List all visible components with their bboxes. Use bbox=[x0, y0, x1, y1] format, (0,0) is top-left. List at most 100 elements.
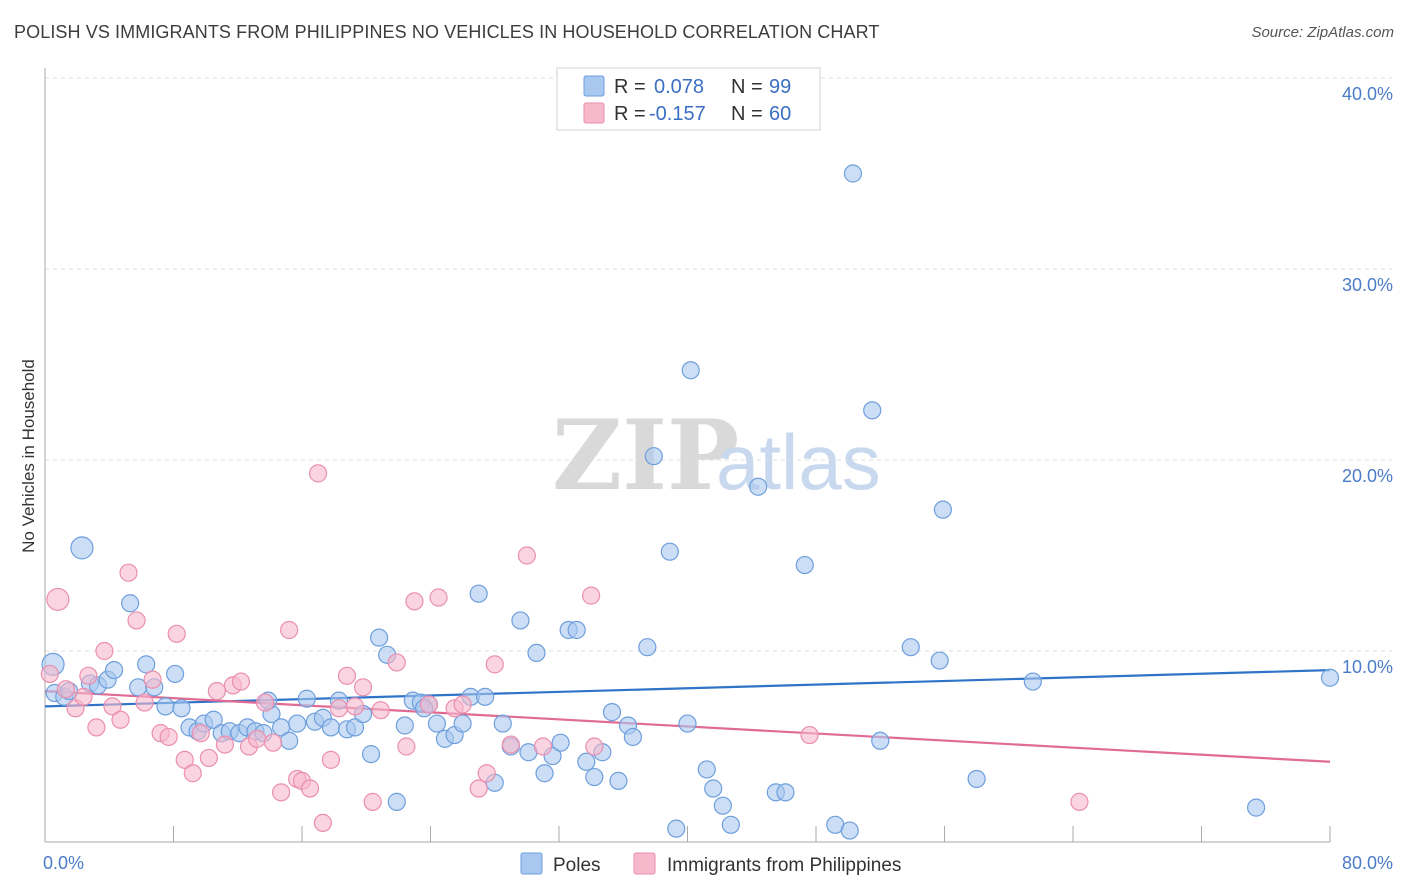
point-philippines-43 bbox=[387, 653, 406, 672]
point-poles-78 bbox=[704, 779, 723, 798]
point-poles-76 bbox=[681, 361, 700, 380]
point-philippines-34 bbox=[308, 464, 328, 483]
legend-label-philippines: Immigrants from Philippines bbox=[667, 855, 901, 876]
point-poles-73 bbox=[660, 542, 679, 561]
point-poles-49 bbox=[453, 714, 472, 733]
point-poles-42 bbox=[395, 716, 414, 735]
point-philippines-19 bbox=[191, 724, 210, 743]
point-philippines-11 bbox=[127, 611, 146, 630]
point-poles-71 bbox=[638, 638, 657, 657]
point-philippines-35 bbox=[313, 813, 332, 833]
point-philippines-47 bbox=[429, 588, 448, 607]
point-philippines-12 bbox=[135, 693, 154, 712]
point-poles-14 bbox=[166, 664, 185, 684]
point-philippines-28 bbox=[263, 733, 283, 752]
point-poles-58 bbox=[527, 643, 546, 663]
data-points bbox=[40, 164, 1340, 840]
point-philippines-38 bbox=[337, 666, 357, 685]
point-poles-33 bbox=[321, 718, 341, 737]
point-poles-87 bbox=[863, 401, 882, 420]
point-poles-80 bbox=[721, 815, 740, 834]
point-poles-86 bbox=[843, 164, 863, 183]
legend-swatch-philippines bbox=[633, 852, 656, 875]
point-philippines-39 bbox=[345, 697, 365, 716]
point-philippines-9 bbox=[111, 710, 130, 729]
point-poles-19 bbox=[204, 710, 223, 729]
point-poles-54 bbox=[493, 714, 512, 733]
legend-swatch-poles bbox=[520, 852, 543, 875]
y-axis-label: No Vehicles in Household bbox=[19, 359, 38, 553]
point-philippines-1 bbox=[46, 587, 70, 612]
point-philippines-2 bbox=[56, 680, 75, 699]
point-poles-89 bbox=[901, 638, 920, 657]
point-philippines-56 bbox=[582, 586, 601, 605]
point-poles-15 bbox=[172, 699, 191, 718]
y-tick-label-2: 30.0% bbox=[1342, 275, 1393, 295]
point-philippines-40 bbox=[353, 678, 373, 697]
stats-legend-r-value-poles: 0.078 bbox=[654, 76, 704, 98]
point-poles-75 bbox=[678, 714, 697, 733]
point-poles-36 bbox=[345, 718, 365, 737]
point-poles-65 bbox=[585, 767, 604, 787]
point-philippines-55 bbox=[533, 737, 553, 756]
x-tick-labels: 0.0% 80.0% bbox=[43, 853, 1393, 873]
point-poles-70 bbox=[623, 727, 642, 747]
chart-title: POLISH VS IMMIGRANTS FROM PHILIPPINES NO… bbox=[14, 22, 880, 42]
stats-legend: R = 0.078 N = 99 R = -0.157 N = 60 bbox=[556, 67, 821, 131]
x-tick-label-0: 0.0% bbox=[43, 853, 84, 873]
point-poles-56 bbox=[511, 611, 530, 630]
point-poles-93 bbox=[1023, 672, 1042, 691]
point-philippines-30 bbox=[280, 620, 299, 640]
point-philippines-6 bbox=[87, 718, 106, 737]
point-poles-29 bbox=[288, 714, 307, 733]
series-legend: Poles Immigrants from Philippines bbox=[520, 852, 901, 876]
point-philippines-5 bbox=[79, 666, 98, 685]
stats-legend-swatch-philippines bbox=[583, 102, 605, 124]
axes bbox=[44, 68, 1331, 843]
point-philippines-13 bbox=[143, 670, 162, 689]
stats-legend-r-label-philippines: R = bbox=[614, 103, 646, 125]
watermark-atlas: atlas bbox=[716, 418, 881, 506]
point-philippines-49 bbox=[453, 695, 472, 714]
point-philippines-50 bbox=[469, 779, 488, 798]
point-poles-84 bbox=[795, 555, 814, 575]
point-poles-67 bbox=[602, 703, 622, 722]
legend-label-poles: Poles bbox=[553, 855, 601, 876]
point-poles-94 bbox=[1247, 798, 1266, 817]
point-philippines-8 bbox=[103, 697, 122, 716]
point-philippines-37 bbox=[329, 699, 349, 718]
point-poles-96 bbox=[840, 821, 859, 840]
point-poles-28 bbox=[280, 731, 299, 750]
point-philippines-52 bbox=[485, 655, 504, 674]
y-tick-label-1: 20.0% bbox=[1342, 466, 1393, 486]
point-poles-77 bbox=[697, 760, 716, 779]
point-philippines-0 bbox=[40, 664, 59, 684]
point-philippines-51 bbox=[477, 764, 496, 783]
point-philippines-20 bbox=[199, 748, 218, 768]
point-philippines-7 bbox=[95, 641, 114, 661]
point-poles-91 bbox=[933, 500, 952, 519]
point-poles-64 bbox=[577, 752, 596, 771]
y-tick-labels: 10.0% 20.0% 30.0% 40.0% bbox=[1342, 84, 1393, 677]
point-philippines-22 bbox=[215, 735, 234, 754]
stats-legend-n-label-philippines: N = bbox=[731, 103, 763, 125]
point-poles-39 bbox=[370, 628, 389, 647]
point-poles-61 bbox=[551, 733, 570, 752]
chart-source: Source: ZipAtlas.com bbox=[1251, 24, 1394, 41]
point-poles-41 bbox=[387, 792, 406, 811]
point-poles-38 bbox=[361, 745, 381, 764]
point-philippines-18 bbox=[183, 764, 202, 783]
point-poles-46 bbox=[427, 714, 447, 733]
point-philippines-27 bbox=[255, 693, 275, 712]
point-philippines-36 bbox=[321, 750, 341, 769]
point-philippines-21 bbox=[207, 682, 226, 701]
point-philippines-26 bbox=[247, 729, 267, 748]
stats-legend-swatch-poles bbox=[583, 75, 605, 97]
point-poles-59 bbox=[535, 764, 554, 783]
point-philippines-24 bbox=[231, 672, 251, 691]
point-philippines-33 bbox=[300, 779, 320, 798]
point-philippines-42 bbox=[371, 701, 390, 720]
stats-legend-r-label-poles: R = bbox=[614, 76, 646, 98]
point-poles-83 bbox=[776, 783, 795, 802]
